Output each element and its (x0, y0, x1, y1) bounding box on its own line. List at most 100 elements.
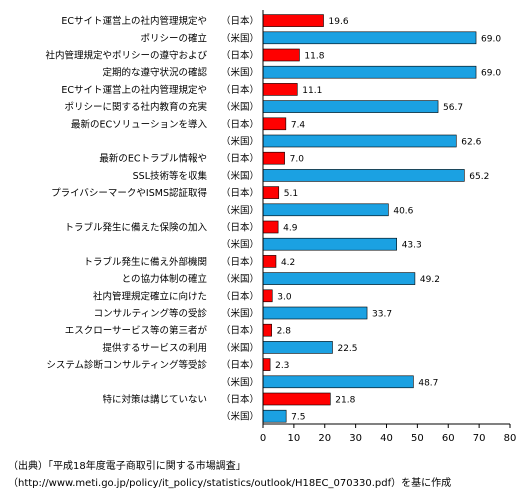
value-label: 48.7 (418, 378, 438, 388)
bar-japan (262, 186, 280, 199)
country-label: （日本） (221, 290, 259, 302)
country-label: （日本） (221, 187, 259, 199)
bar-usa (262, 306, 368, 320)
country-label: （米国） (221, 32, 259, 44)
bar-japan (262, 117, 287, 131)
country-label: （米国） (221, 136, 259, 148)
category-label: 最新のECトラブル情報や (99, 153, 207, 165)
bar-japan (262, 392, 331, 406)
country-label: （米国） (221, 170, 259, 182)
category-label: トラブル発生に備え外部機関 (83, 256, 207, 268)
value-label: 22.5 (337, 344, 357, 354)
value-label: 69.0 (481, 69, 501, 79)
category-label: エスクローサービス等の第三者が (65, 325, 208, 337)
bar-japan (262, 358, 271, 371)
bar-usa (262, 203, 389, 217)
country-label: （米国） (221, 273, 259, 285)
bar-usa (262, 31, 477, 45)
country-label: （米国） (221, 411, 259, 423)
category-label: コンサルティング等の受診 (94, 308, 208, 320)
category-label: ECサイト運営上の社内管理規定や (61, 15, 207, 27)
x-tick-label: 80 (504, 433, 517, 444)
country-label: （日本） (221, 15, 259, 27)
value-label: 69.0 (481, 34, 501, 44)
value-label: 2.8 (277, 327, 292, 337)
bar-usa (262, 409, 287, 423)
bar-japan (262, 323, 272, 337)
bar-japan (262, 83, 298, 96)
bar-usa (262, 272, 416, 285)
country-label: （米国） (221, 67, 259, 79)
source-line-1: （出典）「平成18年度電子商取引に関する市場調査」 (8, 461, 246, 472)
value-label: 7.0 (290, 155, 305, 165)
x-tick-label: 70 (473, 433, 486, 444)
category-label: 定期的な遵守状況の確認 (102, 67, 207, 79)
value-label: 5.1 (284, 189, 298, 199)
value-label: 33.7 (372, 310, 392, 320)
category-label: システム診断コンサルティング等受診 (46, 359, 207, 371)
value-label: 2.3 (275, 361, 289, 371)
bar-usa (262, 375, 414, 389)
category-label: トラブル発生に備えた保険の加入 (64, 222, 207, 234)
country-label: （日本） (221, 84, 259, 96)
value-label: 40.6 (393, 206, 413, 216)
x-tick-label: 60 (442, 433, 455, 444)
country-label: （日本） (221, 394, 259, 406)
bar-usa (262, 169, 465, 182)
value-label: 65.2 (469, 172, 489, 182)
value-label: 7.4 (291, 120, 306, 130)
value-label: 62.6 (461, 138, 481, 148)
country-label: （米国） (221, 376, 259, 388)
category-label: 社内管理規定やポリシーの遵守および (45, 50, 207, 62)
country-label: （日本） (221, 153, 259, 165)
value-label: 56.7 (443, 103, 463, 113)
bar-japan (262, 151, 285, 165)
category-label: ECサイト運営上の社内管理規定や (61, 84, 207, 96)
country-label: （日本） (221, 222, 259, 234)
category-label: 最新のECソリューションを導入 (71, 118, 207, 130)
x-tick-label: 30 (349, 433, 362, 444)
bar-japan (262, 255, 277, 268)
bar-usa (262, 100, 439, 113)
value-label: 3.0 (277, 292, 292, 302)
bar-usa (262, 237, 397, 251)
source-line-2: （http://www.meti.go.jp/policy/it_policy/… (8, 478, 452, 489)
category-label: SSL技術等を収集 (133, 170, 208, 182)
category-label: ポリシーの確立 (140, 32, 207, 44)
value-label: 11.8 (304, 52, 324, 62)
category-label: との協力体制の確立 (122, 273, 207, 285)
bar-usa (262, 65, 477, 79)
country-label: （日本） (221, 118, 259, 130)
country-label: （日本） (221, 50, 259, 62)
country-label: （日本） (221, 359, 259, 371)
bar-usa (262, 341, 333, 354)
value-label: 19.6 (329, 17, 349, 27)
x-tick-label: 10 (288, 433, 301, 444)
category-label: 提供するサービスの利用 (102, 342, 207, 354)
bar-japan (262, 48, 300, 62)
country-label: （日本） (221, 256, 259, 268)
country-label: （日本） (221, 325, 259, 337)
country-label: （米国） (221, 101, 259, 113)
country-label: （米国） (221, 342, 259, 354)
x-tick-label: 0 (260, 433, 266, 444)
category-label: ポリシーに関する社内教育の充実 (64, 101, 207, 113)
bar-usa (262, 134, 457, 148)
value-label: 4.2 (281, 258, 295, 268)
value-label: 4.9 (283, 224, 298, 234)
bar-japan (262, 14, 324, 27)
country-label: （米国） (221, 204, 259, 216)
category-label: プライバシーマークやISMS認証取得 (51, 187, 207, 199)
category-label: 特に対策は講じていない (102, 394, 207, 406)
country-label: （米国） (221, 239, 259, 251)
x-tick-label: 50 (411, 433, 424, 444)
x-tick-label: 20 (318, 433, 331, 444)
value-label: 7.5 (291, 413, 305, 423)
value-label: 21.8 (335, 396, 355, 406)
x-tick-label: 40 (380, 433, 393, 444)
bar-japan (262, 220, 279, 234)
category-label: 社内管理規定確立に向けた (93, 290, 207, 302)
country-label: （米国） (221, 308, 259, 320)
bar-japan (262, 289, 273, 303)
